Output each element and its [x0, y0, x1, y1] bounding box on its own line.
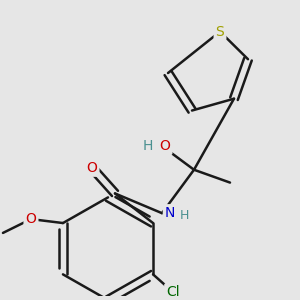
- Text: O: O: [160, 139, 170, 153]
- Text: S: S: [216, 25, 224, 39]
- Text: H: H: [143, 139, 153, 153]
- Text: O: O: [26, 212, 36, 226]
- Text: N: N: [165, 206, 175, 220]
- Text: Cl: Cl: [166, 285, 180, 299]
- Text: O: O: [87, 161, 98, 175]
- Text: H: H: [179, 209, 189, 222]
